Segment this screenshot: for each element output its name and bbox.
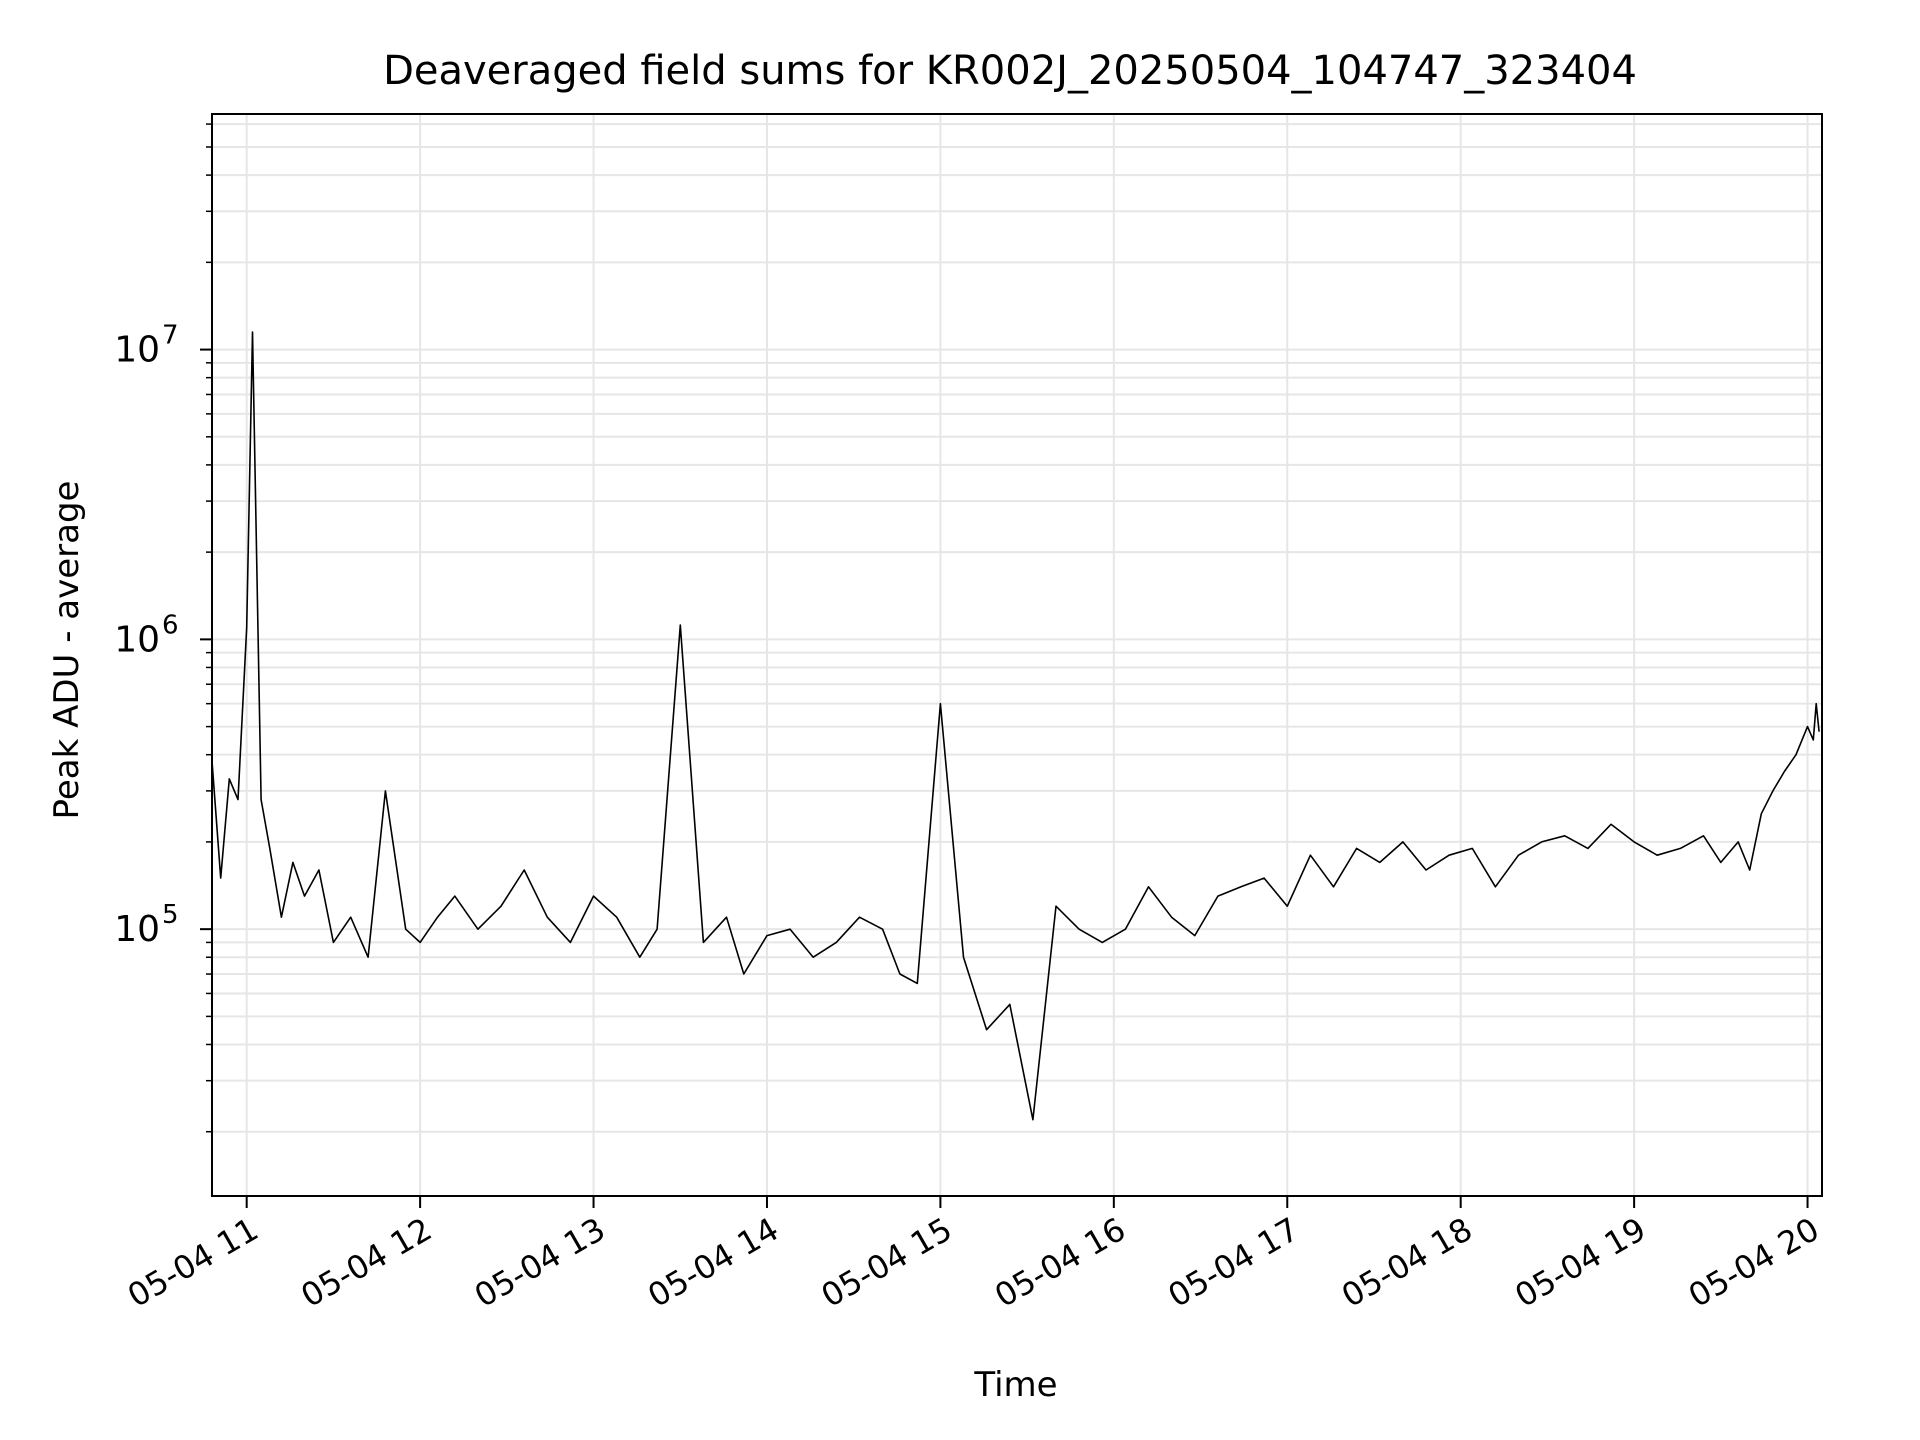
grid <box>212 114 1822 1196</box>
y-tick-label: 10 <box>114 619 160 660</box>
y-tick-label: 10 <box>114 330 160 371</box>
y-tick-label-exponent: 5 <box>162 900 179 930</box>
y-tick-label-exponent: 6 <box>162 610 179 640</box>
x-axis-label: Time <box>973 1365 1057 1405</box>
y-tick-label-base: 10 <box>114 909 160 950</box>
y-tick-label: 10 <box>114 909 160 950</box>
plot-frame <box>211 113 1823 1197</box>
y-tick-label-base: 10 <box>114 619 160 660</box>
y-tick-label-exponent: 7 <box>162 321 179 351</box>
y-tick-label-base: 10 <box>114 330 160 371</box>
data-line-group <box>211 331 1820 1121</box>
y-axis-label: Peak ADU - average <box>47 481 87 820</box>
data-line <box>211 331 1820 1121</box>
chart-title: Deaveraged field sums for KR002J_2025050… <box>383 48 1637 94</box>
